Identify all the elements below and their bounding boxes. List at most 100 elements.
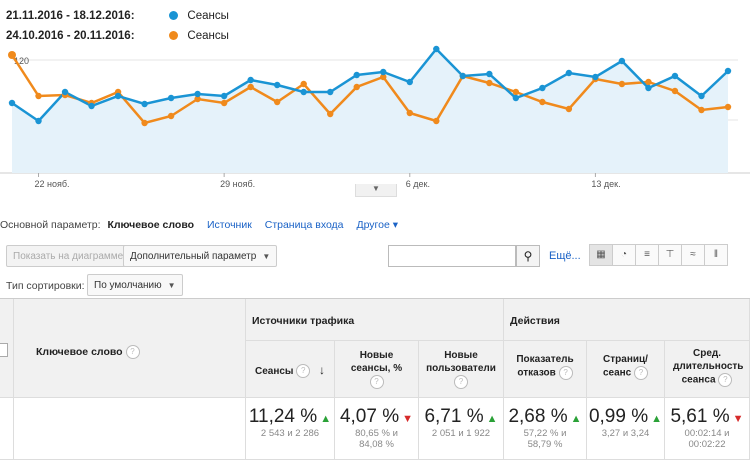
series-current-point[interactable] bbox=[433, 45, 440, 53]
x-tick-label: 6 дек. bbox=[406, 179, 430, 189]
series-current-point[interactable] bbox=[194, 90, 201, 98]
advanced-filter-link[interactable]: Ещё... bbox=[549, 250, 581, 262]
series-previous-point[interactable] bbox=[327, 110, 334, 118]
series-previous-point[interactable] bbox=[141, 119, 148, 127]
series-current-point[interactable] bbox=[141, 100, 148, 108]
avg-session-duration-column-header[interactable]: Сред. длительность сеанса ? bbox=[665, 341, 750, 398]
help-icon[interactable]: ? bbox=[369, 375, 384, 389]
series-current-point[interactable] bbox=[539, 84, 546, 92]
series-previous-point[interactable] bbox=[486, 79, 493, 87]
help-icon[interactable]: ? bbox=[296, 364, 311, 379]
keyword-header-label: Ключевое слово bbox=[36, 345, 123, 358]
performance-view-icon[interactable]: ≡ bbox=[636, 245, 659, 265]
arrow-up-icon: ▲ bbox=[317, 413, 332, 425]
series-current-point[interactable] bbox=[300, 88, 307, 96]
new-sessions-column-header[interactable]: Новые сеансы, % ? bbox=[335, 341, 419, 398]
series-current-point[interactable] bbox=[565, 69, 573, 77]
help-icon[interactable]: ? bbox=[558, 366, 573, 380]
series-current-point[interactable] bbox=[327, 88, 334, 96]
primary-dimension-other[interactable]: Другое ▾ bbox=[356, 219, 399, 231]
table-view-icon[interactable]: ▦ bbox=[590, 245, 613, 265]
series-previous-point[interactable] bbox=[273, 98, 281, 106]
series-current-point[interactable] bbox=[167, 94, 175, 102]
select-all-checkbox[interactable] bbox=[0, 343, 8, 357]
series-current-point[interactable] bbox=[645, 84, 652, 92]
series-current-point[interactable] bbox=[247, 76, 254, 84]
series-previous-point[interactable] bbox=[539, 98, 546, 106]
series-current-point[interactable] bbox=[459, 72, 467, 80]
bounce-rate-column-header[interactable]: Показатель отказов ? bbox=[504, 341, 587, 398]
sessions-column-header[interactable]: Сеансы ? ↓ bbox=[246, 341, 335, 398]
series-previous-point[interactable] bbox=[247, 83, 254, 91]
legend-previous-label: Сеансы bbox=[187, 30, 229, 42]
series-previous-point[interactable] bbox=[353, 83, 360, 91]
secondary-dimension-label: Дополнительный параметр bbox=[130, 251, 257, 262]
collapse-chart-toggle[interactable]: ▼ bbox=[355, 184, 397, 197]
series-current-point[interactable] bbox=[114, 92, 122, 100]
series-previous-point[interactable] bbox=[618, 80, 626, 88]
series-current-point[interactable] bbox=[353, 71, 360, 79]
series-current-point[interactable] bbox=[380, 68, 387, 76]
term-cloud-view-icon[interactable]: ≈ bbox=[682, 245, 705, 265]
series-current-point[interactable] bbox=[273, 81, 281, 89]
pie-view-icon[interactable]: ◔ bbox=[613, 245, 636, 265]
series-current-point[interactable] bbox=[618, 57, 626, 65]
series-current-point[interactable] bbox=[512, 94, 520, 102]
comparison-view-icon[interactable]: ⊤ bbox=[659, 245, 682, 265]
help-icon[interactable]: ? bbox=[125, 345, 140, 359]
series-current-point[interactable] bbox=[724, 67, 732, 75]
series-previous-point[interactable] bbox=[724, 103, 732, 111]
keyword-total-cell bbox=[14, 398, 246, 460]
series-previous-point[interactable] bbox=[8, 51, 16, 59]
series-current-point[interactable] bbox=[486, 70, 493, 78]
series-previous-point[interactable] bbox=[35, 92, 42, 100]
series-previous-point[interactable] bbox=[220, 99, 228, 107]
series-previous-point[interactable] bbox=[380, 73, 387, 81]
series-current-point[interactable] bbox=[592, 73, 599, 81]
series-previous-point[interactable] bbox=[433, 117, 440, 125]
help-icon[interactable]: ? bbox=[634, 366, 649, 380]
series-current-point[interactable] bbox=[8, 99, 16, 107]
series-previous-point[interactable] bbox=[300, 80, 307, 88]
primary-dimension-source[interactable]: Источник bbox=[206, 219, 252, 231]
series-current-point[interactable] bbox=[61, 88, 69, 96]
series-current-point[interactable] bbox=[406, 78, 413, 86]
arrow-up-icon: ▲ bbox=[567, 413, 582, 425]
series-current-point[interactable] bbox=[88, 102, 95, 110]
new-users-compare-line1: 2 051 и 1 922 bbox=[431, 428, 491, 439]
series-previous-point[interactable] bbox=[406, 109, 413, 117]
keyword-column-header[interactable]: Ключевое слово ? bbox=[14, 299, 246, 398]
primary-dimension-label: Основной параметр: bbox=[0, 219, 101, 231]
arrow-down-icon: ▼ bbox=[399, 413, 414, 425]
series-current-point[interactable] bbox=[220, 92, 228, 100]
series-previous-point[interactable] bbox=[698, 106, 705, 114]
series-previous-point[interactable] bbox=[194, 95, 201, 103]
series-current-point[interactable] bbox=[698, 92, 705, 100]
pages-per-session-column-header[interactable]: Страниц/ сеанс ? bbox=[587, 341, 665, 398]
series-previous-point[interactable] bbox=[565, 105, 573, 113]
primary-dimension-landing-page[interactable]: Страница входа bbox=[264, 219, 344, 231]
bounce-rate-header-label: Показатель отказов bbox=[516, 354, 574, 379]
bounce-rate-compare-line2: 58,79 % bbox=[527, 439, 563, 450]
secondary-dimension-dropdown[interactable]: Дополнительный параметр ▼ bbox=[123, 245, 278, 267]
new-users-value-cell: 6,71 % ▲ 2 051 и 1 922 bbox=[419, 398, 504, 460]
sort-type-dropdown[interactable]: По умолчанию ▼ bbox=[87, 274, 183, 296]
series-current-point[interactable] bbox=[671, 72, 679, 80]
help-icon[interactable]: ? bbox=[718, 373, 733, 387]
new-sessions-compare-line1: 80,65 % и bbox=[355, 428, 398, 439]
pivot-view-icon[interactable]: ‖ bbox=[705, 245, 727, 265]
series-previous-point[interactable] bbox=[167, 112, 175, 120]
plot-rows-button[interactable]: Показать на диаграмме bbox=[6, 245, 131, 267]
series-current-point[interactable] bbox=[35, 117, 42, 125]
sessions-change-value: 11,24 % bbox=[248, 406, 318, 427]
table-search-input[interactable] bbox=[388, 245, 516, 267]
avg-session-duration-value-cell: 5,61 % ▼ 00:02:14 и 00:02:22 bbox=[665, 398, 750, 460]
series-previous-point[interactable] bbox=[671, 87, 679, 95]
help-icon[interactable]: ? bbox=[454, 375, 468, 389]
sessions-line-chart[interactable]: 1206022 нояб.29 нояб.6 дек.13 дек. bbox=[0, 45, 750, 193]
series-previous-point[interactable] bbox=[645, 78, 652, 86]
series-previous-point[interactable] bbox=[512, 88, 520, 96]
search-button[interactable]: ⚲ bbox=[516, 245, 540, 267]
legend-previous-range: 24.10.2016 - 20.11.2016: bbox=[6, 30, 135, 42]
new-users-column-header[interactable]: Новые пользователи ? bbox=[419, 341, 504, 398]
